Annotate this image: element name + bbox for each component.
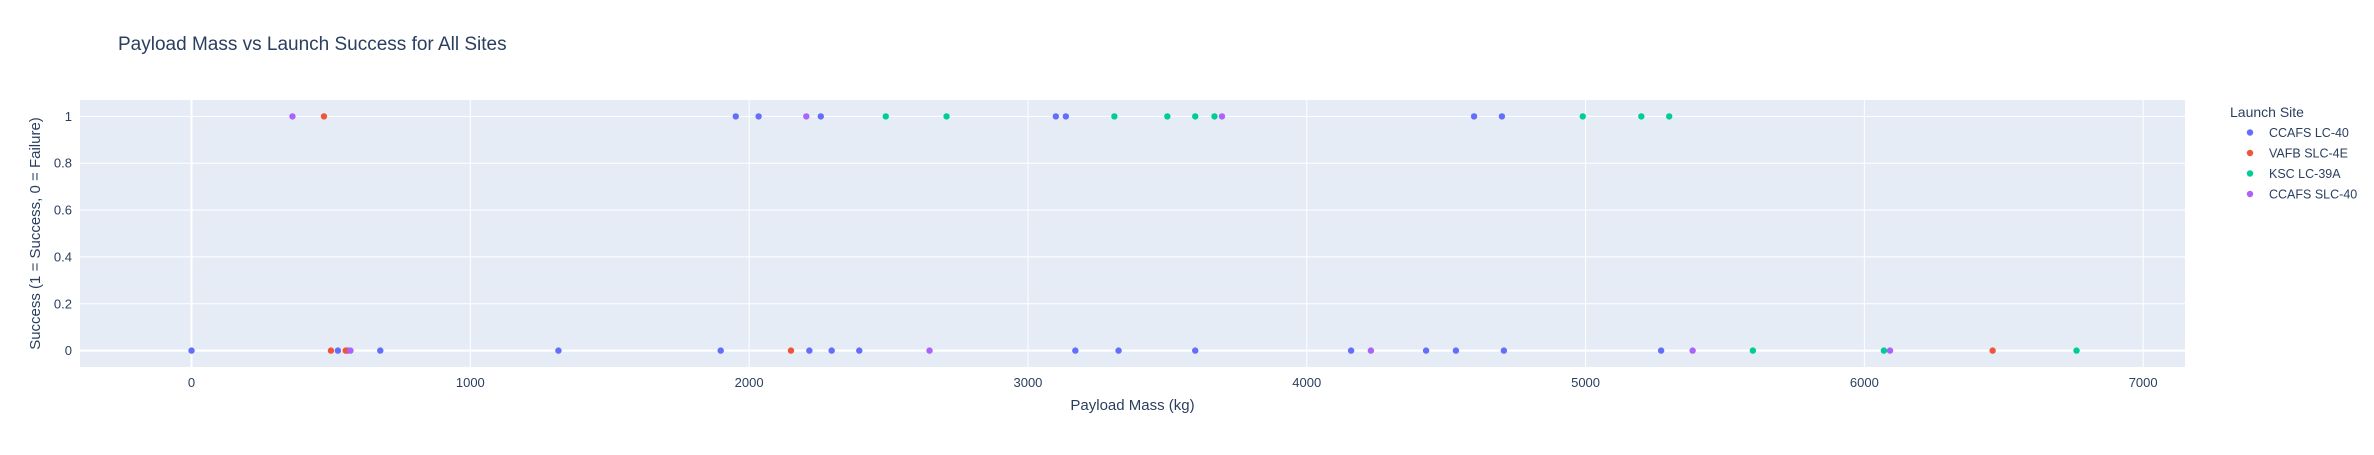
legend-marker (2246, 129, 2254, 136)
data-point (289, 113, 296, 120)
y-tick-label: 0.8 (54, 156, 72, 171)
data-point (1500, 347, 1508, 354)
data-point (1498, 113, 1506, 120)
x-axis-title: Payload Mass (kg) (1070, 397, 1194, 414)
data-point (803, 113, 810, 120)
data-point (1452, 347, 1460, 354)
legend-marker (2246, 170, 2254, 177)
data-point (1579, 113, 1586, 120)
x-tick-label: 4000 (1292, 375, 1321, 390)
data-point (1211, 113, 1218, 120)
legend: Launch Site CCAFS LC-40 VAFB SLC-4E KSC LC… (2230, 104, 2357, 202)
data-point (732, 113, 739, 120)
data-point (1689, 347, 1696, 354)
x-tick-label: 0 (188, 375, 195, 390)
data-point (1880, 347, 1888, 354)
chart-title: Payload Mass vs Launch Success for All S… (118, 34, 507, 55)
x-tick-label: 7000 (2129, 375, 2158, 390)
data-point (555, 347, 562, 354)
data-point (2073, 347, 2080, 354)
y-tick-label: 0.6 (54, 203, 72, 218)
data-point (342, 347, 349, 354)
data-point (806, 347, 813, 354)
data-point (926, 347, 933, 354)
x-tick-label: 6000 (1850, 375, 1879, 390)
data-point (1347, 347, 1355, 354)
data-point (347, 347, 354, 354)
data-point (882, 113, 889, 120)
data-point (787, 347, 795, 354)
x-tick-label: 2000 (735, 375, 764, 390)
data-point (327, 347, 335, 354)
data-points (188, 113, 2080, 354)
x-tick-label: 3000 (1013, 375, 1042, 390)
data-point (188, 347, 195, 354)
y-tick-label: 0 (65, 343, 72, 358)
data-point (1666, 113, 1673, 120)
data-point (1638, 113, 1645, 120)
x-tick-label: 1000 (456, 375, 485, 390)
data-point (1422, 347, 1430, 354)
data-point (1111, 113, 1118, 120)
data-point (1062, 113, 1070, 120)
legend-label: VAFB SLC-4E (2269, 147, 2348, 161)
data-point (1164, 113, 1171, 120)
data-point (856, 347, 863, 354)
data-point (1749, 347, 1757, 354)
grid-lines (80, 100, 2185, 367)
data-point (1192, 113, 1199, 120)
data-point (755, 113, 762, 120)
data-point (1470, 113, 1478, 120)
data-point (377, 347, 384, 354)
legend-marker (2246, 190, 2254, 198)
y-tick-label: 0.4 (54, 249, 72, 264)
data-point (320, 113, 328, 120)
data-point (1218, 113, 1226, 120)
data-point (1192, 347, 1199, 354)
y-tick-label: 1 (65, 109, 72, 124)
legend-label: CCAFS SLC-40 (2269, 188, 2357, 202)
plot-area (80, 100, 2185, 367)
data-point (1886, 347, 1894, 354)
data-point (1052, 113, 1060, 120)
data-point (717, 347, 724, 354)
data-point (1657, 347, 1665, 354)
data-point (817, 113, 824, 120)
data-point (1115, 347, 1122, 354)
x-tick-label: 5000 (1571, 375, 1600, 390)
y-axis-title: Success (1 = Success, 0 = Failure) (27, 117, 44, 350)
legend-marker (2246, 149, 2254, 157)
data-point (828, 347, 835, 354)
tick-labels: 0 1000 2000 3000 4000 5000 6000 7000 0 0.2 0.4 0.6 0… (54, 109, 2158, 390)
legend-label: KSC LC-39A (2269, 167, 2341, 181)
legend-title: Launch Site (2230, 104, 2304, 120)
legend-label: CCAFS LC-40 (2269, 126, 2349, 140)
data-point (1072, 347, 1079, 354)
data-point (1989, 347, 1996, 354)
legend-items: CCAFS LC-40 VAFB SLC-4E KSC LC-39A CCAFS SL… (2246, 126, 2357, 202)
data-point (943, 113, 950, 120)
y-tick-label: 0.2 (54, 296, 72, 311)
data-point (334, 347, 342, 354)
data-point (1367, 347, 1375, 354)
